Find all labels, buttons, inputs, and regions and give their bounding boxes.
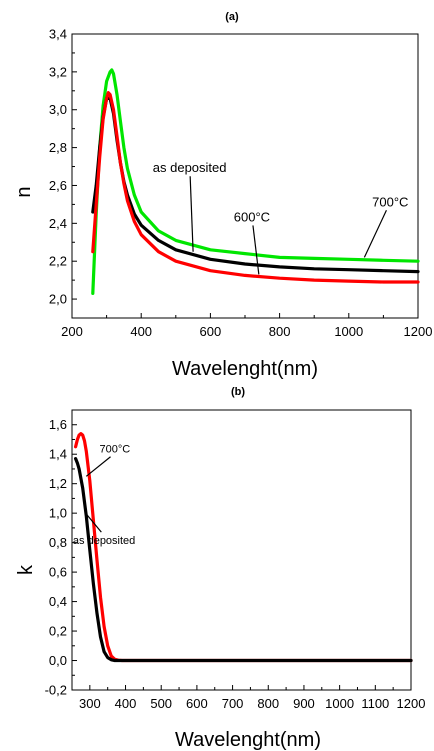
- panel-a-annotation-arrow: [189, 176, 194, 252]
- panel-a-title: (a): [225, 11, 239, 23]
- panel-b-y-tick-label: 1,2: [49, 476, 67, 491]
- panel-a-x-tick-label: 600: [200, 324, 222, 339]
- panel-b-x-tick-label: 1000: [325, 696, 354, 711]
- panel-b-annotation-label: as deposited: [73, 535, 135, 547]
- panel-a-x-axis-label: Wavelenght(nm): [172, 358, 318, 380]
- panel-b-y-tick-label: 1,0: [49, 506, 67, 521]
- panel-a-annotation-label: 700°C: [372, 194, 408, 209]
- panel-b-x-tick-label: 1200: [397, 696, 426, 711]
- panel-b-x-tick-label: 800: [257, 696, 279, 711]
- panel-b-plot-frame: [71, 409, 412, 691]
- panel-b-annotation-label: 700°C: [99, 444, 130, 456]
- panel-b-annotation-arrow: [85, 456, 111, 477]
- panel-b-x-tick-label: 500: [150, 696, 172, 711]
- panel-a-annotation-arrow: [252, 225, 260, 275]
- panel-a-x-tick-label: 200: [61, 324, 83, 339]
- panel-a-x-tick-label: 1000: [334, 324, 363, 339]
- panel-b-title: (b): [231, 386, 245, 398]
- panel-b-y-tick-label: 0,8: [49, 535, 67, 550]
- panel-a-y-tick-label: 3,0: [49, 102, 67, 117]
- panel-b-series-line-1: [74, 457, 413, 663]
- panel-b-y-axis-label: k: [15, 564, 37, 575]
- panel-b-y-tick-label: 1,6: [49, 417, 67, 432]
- panel-a-annotation-arrow: [363, 210, 387, 258]
- panel-b-x-tick-label: 300: [79, 696, 101, 711]
- panel-a-chart: (a) n Wavelenght(nm) 200 400 600 800 1000 120…: [13, 11, 432, 380]
- panel-b-y-tick-label: 0,6: [49, 565, 67, 580]
- panel-b-x-tick-label: 900: [293, 696, 315, 711]
- panel-a-y-tick-label: 2,2: [49, 254, 67, 269]
- panel-b-chart: (b) k Wavelenght(nm) 300 400 500 600 700 800 9…: [15, 386, 425, 751]
- panel-b-x-tick-label: 1100: [361, 696, 389, 711]
- panel-b-x-tick-label: 600: [186, 696, 208, 711]
- panel-a-y-tick-label: 3,2: [49, 64, 67, 79]
- panel-b-y-tick-label: 0,0: [49, 653, 67, 668]
- panel-a-annotation-label: 600°C: [234, 209, 270, 224]
- panel-b-y-tick-label: 1,4: [49, 447, 67, 462]
- panel-a-x-tick-label: 800: [269, 324, 291, 339]
- panel-b-y-tick-label: 0,2: [49, 624, 67, 639]
- panel-a-y-tick-label: 3,4: [49, 27, 67, 42]
- panel-b-x-tick-label: 700: [222, 696, 244, 711]
- panel-b-y-tick-label: -0,2: [45, 683, 67, 698]
- panel-a-series-line-2: [91, 91, 420, 284]
- panel-a-annotation-label: as deposited: [153, 160, 227, 175]
- panel-b-x-axis-label: Wavelenght(nm): [175, 729, 321, 751]
- panel-a-series-line-0: [91, 68, 420, 295]
- panel-b-y-tick-label: 0,4: [49, 594, 67, 609]
- panel-a-y-tick-label: 2,6: [49, 178, 67, 193]
- panel-a-x-tick-label: 400: [130, 324, 152, 339]
- panel-a-x-tick-label: 1200: [404, 324, 433, 339]
- panel-a-y-tick-label: 2,4: [49, 216, 67, 231]
- panel-a-y-tick-label: 2,8: [49, 140, 67, 155]
- panel-a-y-axis-label: n: [13, 186, 35, 197]
- panel-b-annotation-arrow: [85, 512, 102, 533]
- panel-b-x-tick-label: 400: [115, 696, 137, 711]
- panel-a-y-tick-label: 2,0: [49, 292, 67, 307]
